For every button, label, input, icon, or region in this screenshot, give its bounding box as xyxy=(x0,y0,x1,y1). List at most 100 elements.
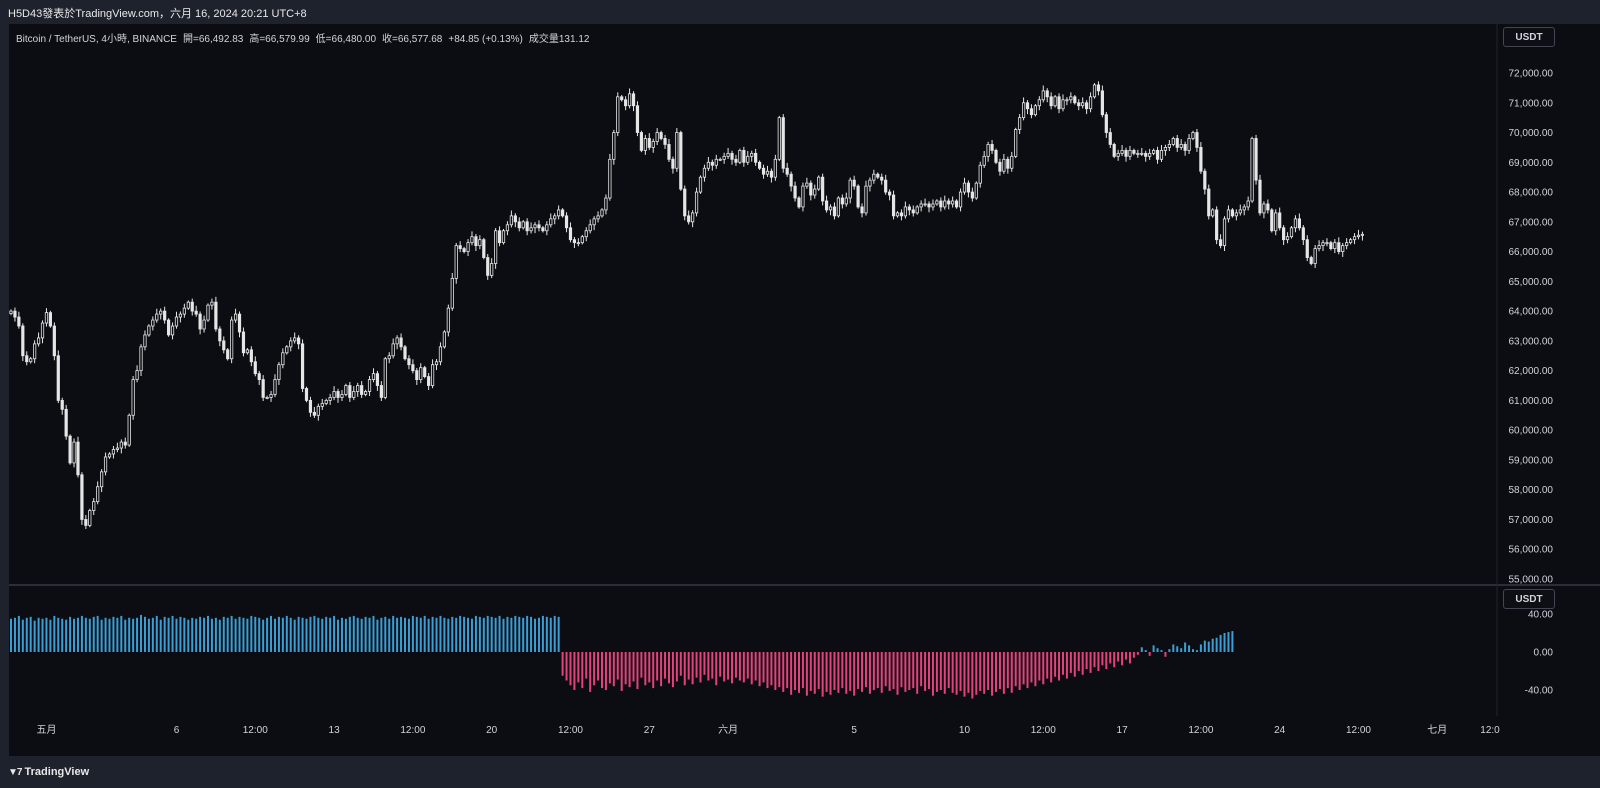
histogram-bar xyxy=(652,652,655,689)
candle-body xyxy=(907,206,911,211)
candle-body xyxy=(927,203,931,208)
histogram-bar xyxy=(1144,650,1147,652)
candle-body xyxy=(297,337,301,345)
histogram-bar xyxy=(92,616,95,652)
candle-body xyxy=(316,405,320,416)
histogram-bar xyxy=(924,652,927,691)
price-scale[interactable]: 55,000.00 56,000.00 57,000.00 58,000.00 59,0… xyxy=(1509,69,1554,586)
candle-body xyxy=(1199,147,1203,172)
price-tick-label: 64,000.00 xyxy=(1509,307,1554,318)
candle-body xyxy=(576,242,580,245)
histogram-bar xyxy=(404,617,406,652)
candle-body xyxy=(592,218,596,226)
candle-body xyxy=(482,239,486,258)
candle-body xyxy=(166,319,171,336)
histogram-bar xyxy=(1077,652,1080,671)
histogram-bar xyxy=(943,652,946,694)
histogram-bar xyxy=(991,652,994,696)
time-axis[interactable]: 五月 6 12:00 13 12:00 20 12:00 27 六月 5 10 12:00 17 12:0… xyxy=(36,724,1500,736)
histogram-bar xyxy=(1018,652,1021,690)
histogram-bar xyxy=(305,618,308,652)
histogram-bar xyxy=(967,652,970,693)
histogram-bar xyxy=(73,618,76,652)
candle-body xyxy=(218,328,222,342)
candle-body xyxy=(1333,242,1337,250)
histogram-bar xyxy=(1227,632,1230,652)
candle-body xyxy=(817,176,821,190)
time-tick-label: 13 xyxy=(329,725,341,736)
candle-body xyxy=(1140,152,1144,155)
candle-body xyxy=(639,132,644,151)
candle-body xyxy=(911,209,915,214)
candle-body xyxy=(1230,209,1234,217)
candle-body xyxy=(1337,242,1341,252)
histogram-bar xyxy=(794,652,797,690)
tradingview-logo[interactable]: ▼7 TradingView xyxy=(8,766,90,778)
candle-body xyxy=(509,215,513,226)
histogram-bar xyxy=(884,652,887,687)
candle-body xyxy=(852,179,856,187)
candle-body xyxy=(616,96,620,133)
histogram-bar xyxy=(931,652,934,696)
histogram-bar xyxy=(147,618,150,652)
symbol-legend: Bitcoin / TetherUS, 4小時, BINANCE 開=66,492… xyxy=(16,30,595,45)
candle-body xyxy=(340,394,344,398)
candle-body xyxy=(466,242,470,252)
histogram-bar xyxy=(470,618,473,652)
candle-body xyxy=(572,239,577,244)
candle-body xyxy=(891,194,896,217)
price-tick-label: 59,000.00 xyxy=(1509,455,1554,466)
histogram-bar xyxy=(1215,637,1218,652)
histogram-bar xyxy=(151,617,154,652)
histogram-bar xyxy=(691,652,694,685)
histogram-bar xyxy=(707,652,710,681)
histogram-bar xyxy=(896,652,899,695)
histogram-bar xyxy=(1058,652,1061,681)
candle-body xyxy=(754,152,758,163)
histogram-bar xyxy=(1136,652,1139,655)
candle-body xyxy=(994,149,998,163)
symbol-title[interactable]: Bitcoin / TetherUS, 4小時, BINANCE xyxy=(16,34,177,45)
price-currency-button[interactable]: USDT xyxy=(1503,27,1555,47)
candle-body xyxy=(1148,152,1152,157)
candle-body xyxy=(596,215,600,220)
candle-body xyxy=(931,203,935,208)
histogram-bar xyxy=(337,619,340,652)
candle-body xyxy=(1171,138,1175,145)
candle-body xyxy=(631,93,636,107)
histogram-bar xyxy=(1199,644,1202,652)
candle-body xyxy=(1285,236,1290,241)
histogram-bar xyxy=(951,652,954,693)
indicator-scale[interactable]: 40.00 0.00 -40.00 xyxy=(1525,610,1554,697)
candle-body xyxy=(868,179,872,187)
histogram-bar xyxy=(76,617,79,652)
histogram-bar xyxy=(683,652,686,686)
histogram-bar xyxy=(100,619,103,652)
candle-body xyxy=(836,197,841,217)
candle-body xyxy=(427,376,431,386)
candle-body xyxy=(163,310,167,321)
histogram-bar xyxy=(1030,652,1033,683)
candle-body xyxy=(17,316,21,327)
candle-body xyxy=(1187,138,1191,151)
candle-body xyxy=(974,182,978,199)
candle-body xyxy=(352,391,356,398)
candle-body xyxy=(210,301,214,306)
histogram-bar xyxy=(108,618,111,652)
histogram-bar xyxy=(782,652,785,692)
histogram-bar xyxy=(10,618,12,652)
candle-body xyxy=(687,215,691,223)
candle-body xyxy=(1163,147,1168,151)
histogram-bar xyxy=(1097,652,1100,671)
histogram-bar xyxy=(790,652,793,695)
candle-body xyxy=(557,209,561,217)
candle-body xyxy=(1242,206,1246,211)
candle-body xyxy=(289,340,293,348)
indicator-currency-button[interactable]: USDT xyxy=(1503,589,1555,609)
candle-body xyxy=(84,519,88,526)
candle-body xyxy=(277,364,281,380)
candle-body xyxy=(1077,102,1081,107)
candle-body xyxy=(1191,132,1195,139)
histogram-bar xyxy=(998,652,1001,690)
